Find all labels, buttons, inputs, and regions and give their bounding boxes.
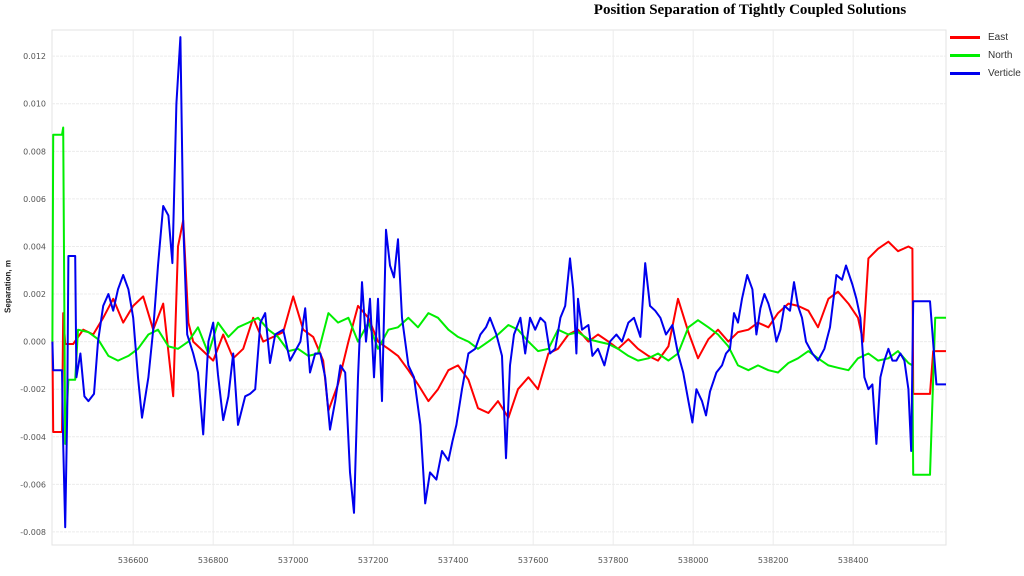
y-tick-label: 0.000 — [23, 338, 46, 347]
series-line-verticle — [51, 36, 946, 529]
legend-label-north: North — [988, 49, 1013, 61]
y-tick-label: 0.006 — [23, 195, 46, 204]
y-tick-label: -0.004 — [20, 433, 46, 442]
y-tick-label: 0.004 — [23, 242, 46, 251]
x-tick-label: 537800 — [598, 556, 629, 565]
x-tick-label: 536800 — [198, 556, 229, 565]
legend: East North Verticle — [950, 28, 1021, 82]
legend-swatch-verticle — [950, 71, 980, 75]
y-tick-label: -0.008 — [20, 528, 46, 537]
x-tick-label: 537600 — [518, 556, 549, 565]
chart-title: Position Separation of Tightly Coupled S… — [593, 2, 907, 18]
legend-swatch-east — [950, 35, 980, 39]
legend-label-east: East — [988, 31, 1009, 43]
legend-swatch-north — [950, 53, 980, 57]
series-line-north — [51, 126, 946, 476]
series-line-east — [51, 219, 946, 433]
x-tick-label: 536600 — [118, 556, 149, 565]
x-tick-label: 537200 — [358, 556, 389, 565]
y-tick-label: -0.002 — [20, 385, 46, 394]
legend-label-verticle: Verticle — [988, 67, 1021, 79]
y-tick-label: 0.002 — [23, 290, 46, 299]
legend-item-east[interactable]: East — [950, 28, 1021, 46]
x-tick-label: 538200 — [758, 556, 789, 565]
x-tick-label: 537000 — [278, 556, 309, 565]
legend-item-verticle[interactable]: Verticle — [950, 64, 1021, 82]
x-tick-label: 537400 — [438, 556, 469, 565]
y-tick-label: 0.010 — [23, 100, 46, 109]
series-lines — [51, 36, 946, 529]
x-tick-label: 538400 — [838, 556, 869, 565]
x-tick-label: 538000 — [678, 556, 709, 565]
grid — [51, 29, 947, 546]
y-tick-label: 0.008 — [23, 147, 46, 156]
tick-labels: 0.012 0.010 0.008 0.006 0.004 0.002 0.000 -0.00… — [20, 52, 868, 565]
y-tick-label: 0.012 — [23, 52, 46, 61]
legend-item-north[interactable]: North — [950, 46, 1021, 64]
y-tick-label: -0.006 — [20, 480, 46, 489]
